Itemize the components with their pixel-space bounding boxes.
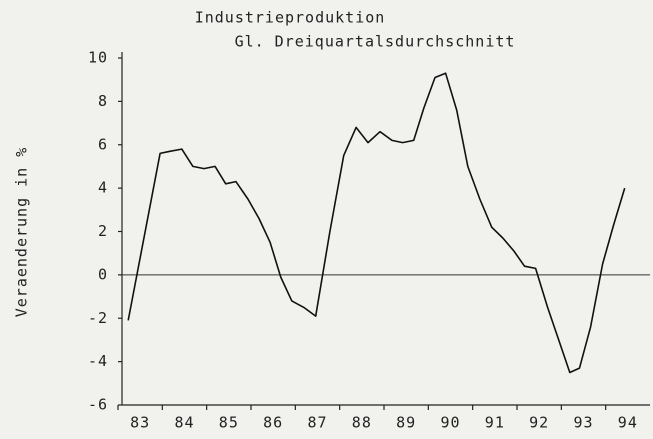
y-tick-label: 2 — [98, 222, 108, 240]
x-tick-label: 92 — [529, 414, 549, 432]
y-tick-label: -6 — [88, 396, 108, 414]
y-axis-label: Veraenderung in % — [13, 147, 31, 318]
x-tick-label: 86 — [263, 414, 283, 432]
x-tick-label: 90 — [440, 414, 460, 432]
chart-title: Industrieproduktion — [195, 9, 386, 27]
x-tick-label: 88 — [352, 414, 372, 432]
y-tick-label: 10 — [88, 49, 108, 67]
x-tick-label: 87 — [307, 414, 327, 432]
y-tick-label: 4 — [98, 179, 108, 197]
data-line — [127, 72, 626, 374]
x-tick-label: 94 — [618, 414, 638, 432]
y-tick-label: -4 — [88, 352, 108, 370]
y-tick-label: 0 — [98, 265, 108, 283]
x-tick-label: 93 — [573, 414, 593, 432]
x-tick-label: 91 — [485, 414, 505, 432]
x-tick-label: 84 — [174, 414, 194, 432]
y-tick-label: -2 — [88, 309, 108, 327]
x-tick-label: 83 — [130, 414, 150, 432]
y-tick-label: 8 — [98, 92, 108, 110]
y-tick-label: 6 — [98, 135, 108, 153]
chart-subtitle: Gl. Dreiquartalsdurchschnitt — [235, 33, 516, 51]
x-tick-label: 85 — [219, 414, 239, 432]
x-tick-label: 89 — [396, 414, 416, 432]
